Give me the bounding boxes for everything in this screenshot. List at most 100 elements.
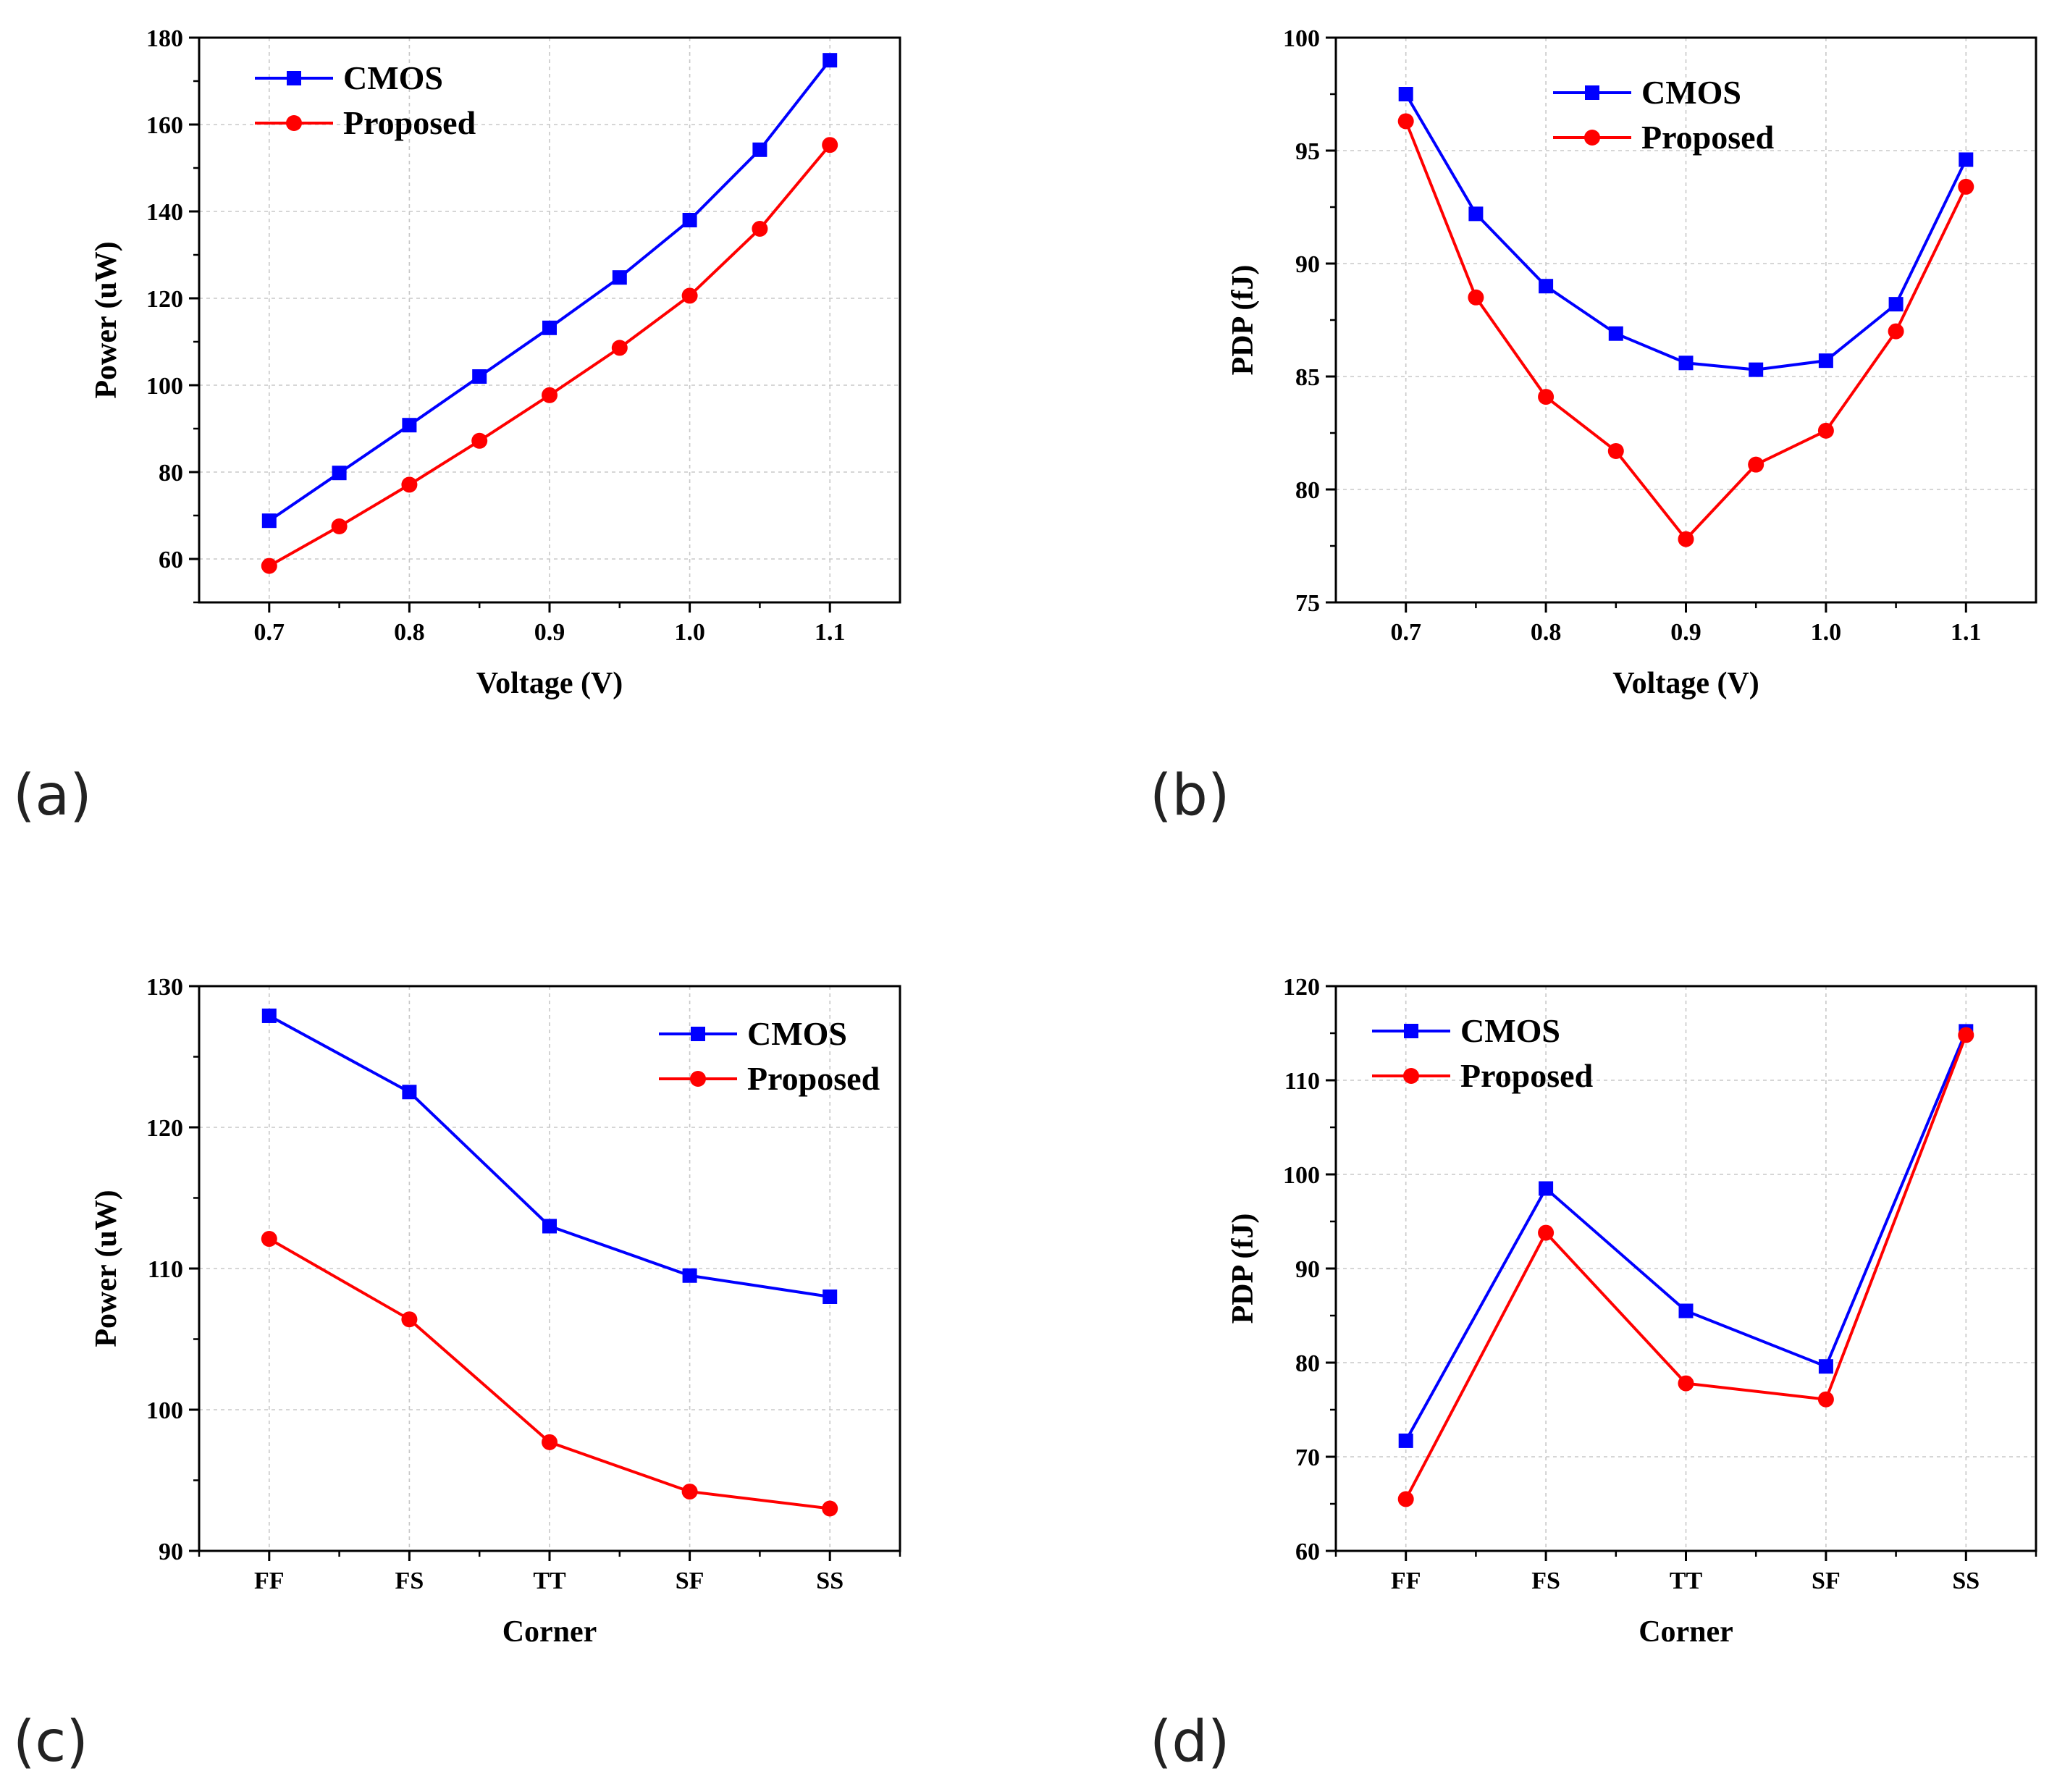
data-point-proposed [822,137,838,153]
y-axis-title: PDP (fJ) [1227,1213,1260,1324]
legend-marker [287,71,301,85]
y-tick-label: 160 [146,112,183,139]
data-point-cmos [1539,1181,1554,1196]
y-tick-label: 80 [1295,1350,1320,1377]
x-tick-label: FF [254,1568,285,1594]
data-point-cmos [752,142,767,157]
data-point-cmos [1678,1303,1694,1318]
y-tick-label: 100 [146,1397,183,1424]
y-tick-label: 100 [1283,25,1320,52]
y-tick-label: 100 [1283,1162,1320,1189]
panel-a: 60 80 100 120 140 160 180 0.7 0.8 0.9 1.0 1.1 Voltag… [13,25,901,828]
data-point-proposed [681,1484,698,1500]
x-tick-label: 1.0 [674,619,705,646]
data-point-proposed [1678,1375,1694,1392]
data-point-proposed [542,1434,558,1450]
x-tick-label: 0.9 [534,619,565,646]
y-tick-label: 120 [146,286,183,313]
data-point-proposed [1468,289,1484,306]
data-point-cmos [823,1290,838,1304]
data-point-proposed [1678,531,1694,547]
data-point-cmos [1608,326,1623,341]
data-point-cmos [332,466,347,481]
data-point-cmos [542,1219,557,1234]
data-point-proposed [261,1231,277,1248]
data-point-proposed [261,558,277,574]
data-point-proposed [1958,178,1974,195]
legend-entry-cmos: CMOS [1372,1012,1560,1049]
panel-d: 60 70 80 90 100 110 120 FF FS TT SF SS Corner PDP (fJ… [1150,974,2037,1775]
legend-marker [690,1071,706,1087]
legend-label: Proposed [1460,1057,1594,1094]
y-tick-label: 60 [159,547,183,573]
data-point-proposed [1958,1027,1974,1043]
data-point-cmos [472,369,487,384]
data-point-proposed [471,432,488,449]
x-tick-label: 1.1 [815,619,846,646]
panel-label: (c) [13,1709,88,1775]
legend-label: Proposed [747,1060,880,1097]
x-tick-label: 0.8 [394,619,425,646]
legend-entry-proposed: Proposed [1372,1057,1594,1094]
x-tick-label: 1.1 [1951,619,1982,646]
data-point-cmos [1959,152,1974,167]
y-axis-title: Power (uW) [90,1190,123,1347]
x-tick-label: SS [1952,1568,1980,1594]
y-tick-label: 110 [148,1256,183,1283]
data-point-cmos [261,513,277,529]
legend-label: CMOS [343,59,443,96]
data-point-proposed [1888,323,1904,340]
y-tick-label: 120 [146,1115,183,1142]
legend-entry-cmos: CMOS [1553,74,1741,111]
x-tick-label: FF [1391,1568,1421,1594]
data-point-cmos [1888,297,1904,312]
legend-marker [1584,130,1600,146]
data-point-cmos [1468,206,1484,222]
x-tick-label: 0.7 [1390,619,1421,646]
data-point-cmos [542,320,557,335]
data-point-proposed [681,287,698,304]
y-tick-label: 100 [146,373,183,400]
x-axis-title: Corner [1639,1615,1733,1649]
y-tick-label: 120 [1283,974,1320,1001]
legend-label: CMOS [747,1015,847,1052]
data-point-cmos [1398,1433,1413,1448]
x-tick-label: SS [816,1568,844,1594]
x-axis-title: Voltage (V) [476,667,623,700]
legend-marker [691,1027,705,1041]
panel-label: (d) [1150,1709,1229,1775]
x-tick-label: TT [533,1568,566,1594]
y-axis-title: Power (uW) [90,241,123,398]
legend-entry-proposed: Proposed [659,1060,880,1097]
data-point-cmos [1818,353,1833,369]
data-point-proposed [1538,389,1555,405]
data-point-proposed [1817,1391,1834,1408]
data-point-cmos [682,1268,697,1283]
y-tick-label: 90 [159,1539,183,1565]
data-point-cmos [402,1085,417,1100]
y-tick-label: 70 [1295,1444,1320,1471]
x-tick-label: FS [395,1568,424,1594]
data-point-cmos [402,418,417,433]
y-tick-label: 95 [1295,138,1320,165]
data-point-proposed [1538,1224,1555,1241]
data-point-proposed [752,221,768,237]
legend-entry-proposed: Proposed [255,104,476,141]
data-point-cmos [1398,87,1413,101]
x-tick-label: TT [1670,1568,1703,1594]
y-tick-label: 140 [146,199,183,226]
legend-label: Proposed [1641,119,1775,156]
y-tick-label: 85 [1295,364,1320,391]
panel-c: 90 100 110 120 130 FF FS TT SF SS Corner Power (uW)… [13,974,901,1775]
data-point-proposed [542,387,558,403]
data-point-proposed [1607,442,1624,459]
data-point-proposed [1748,456,1764,473]
data-point-proposed [331,518,348,534]
data-point-proposed [1817,422,1834,439]
data-point-proposed [401,1311,418,1328]
y-axis-title: PDP (fJ) [1227,265,1260,376]
y-tick-label: 80 [159,460,183,487]
data-point-proposed [1397,1491,1414,1507]
x-axis-title: Voltage (V) [1612,667,1759,700]
